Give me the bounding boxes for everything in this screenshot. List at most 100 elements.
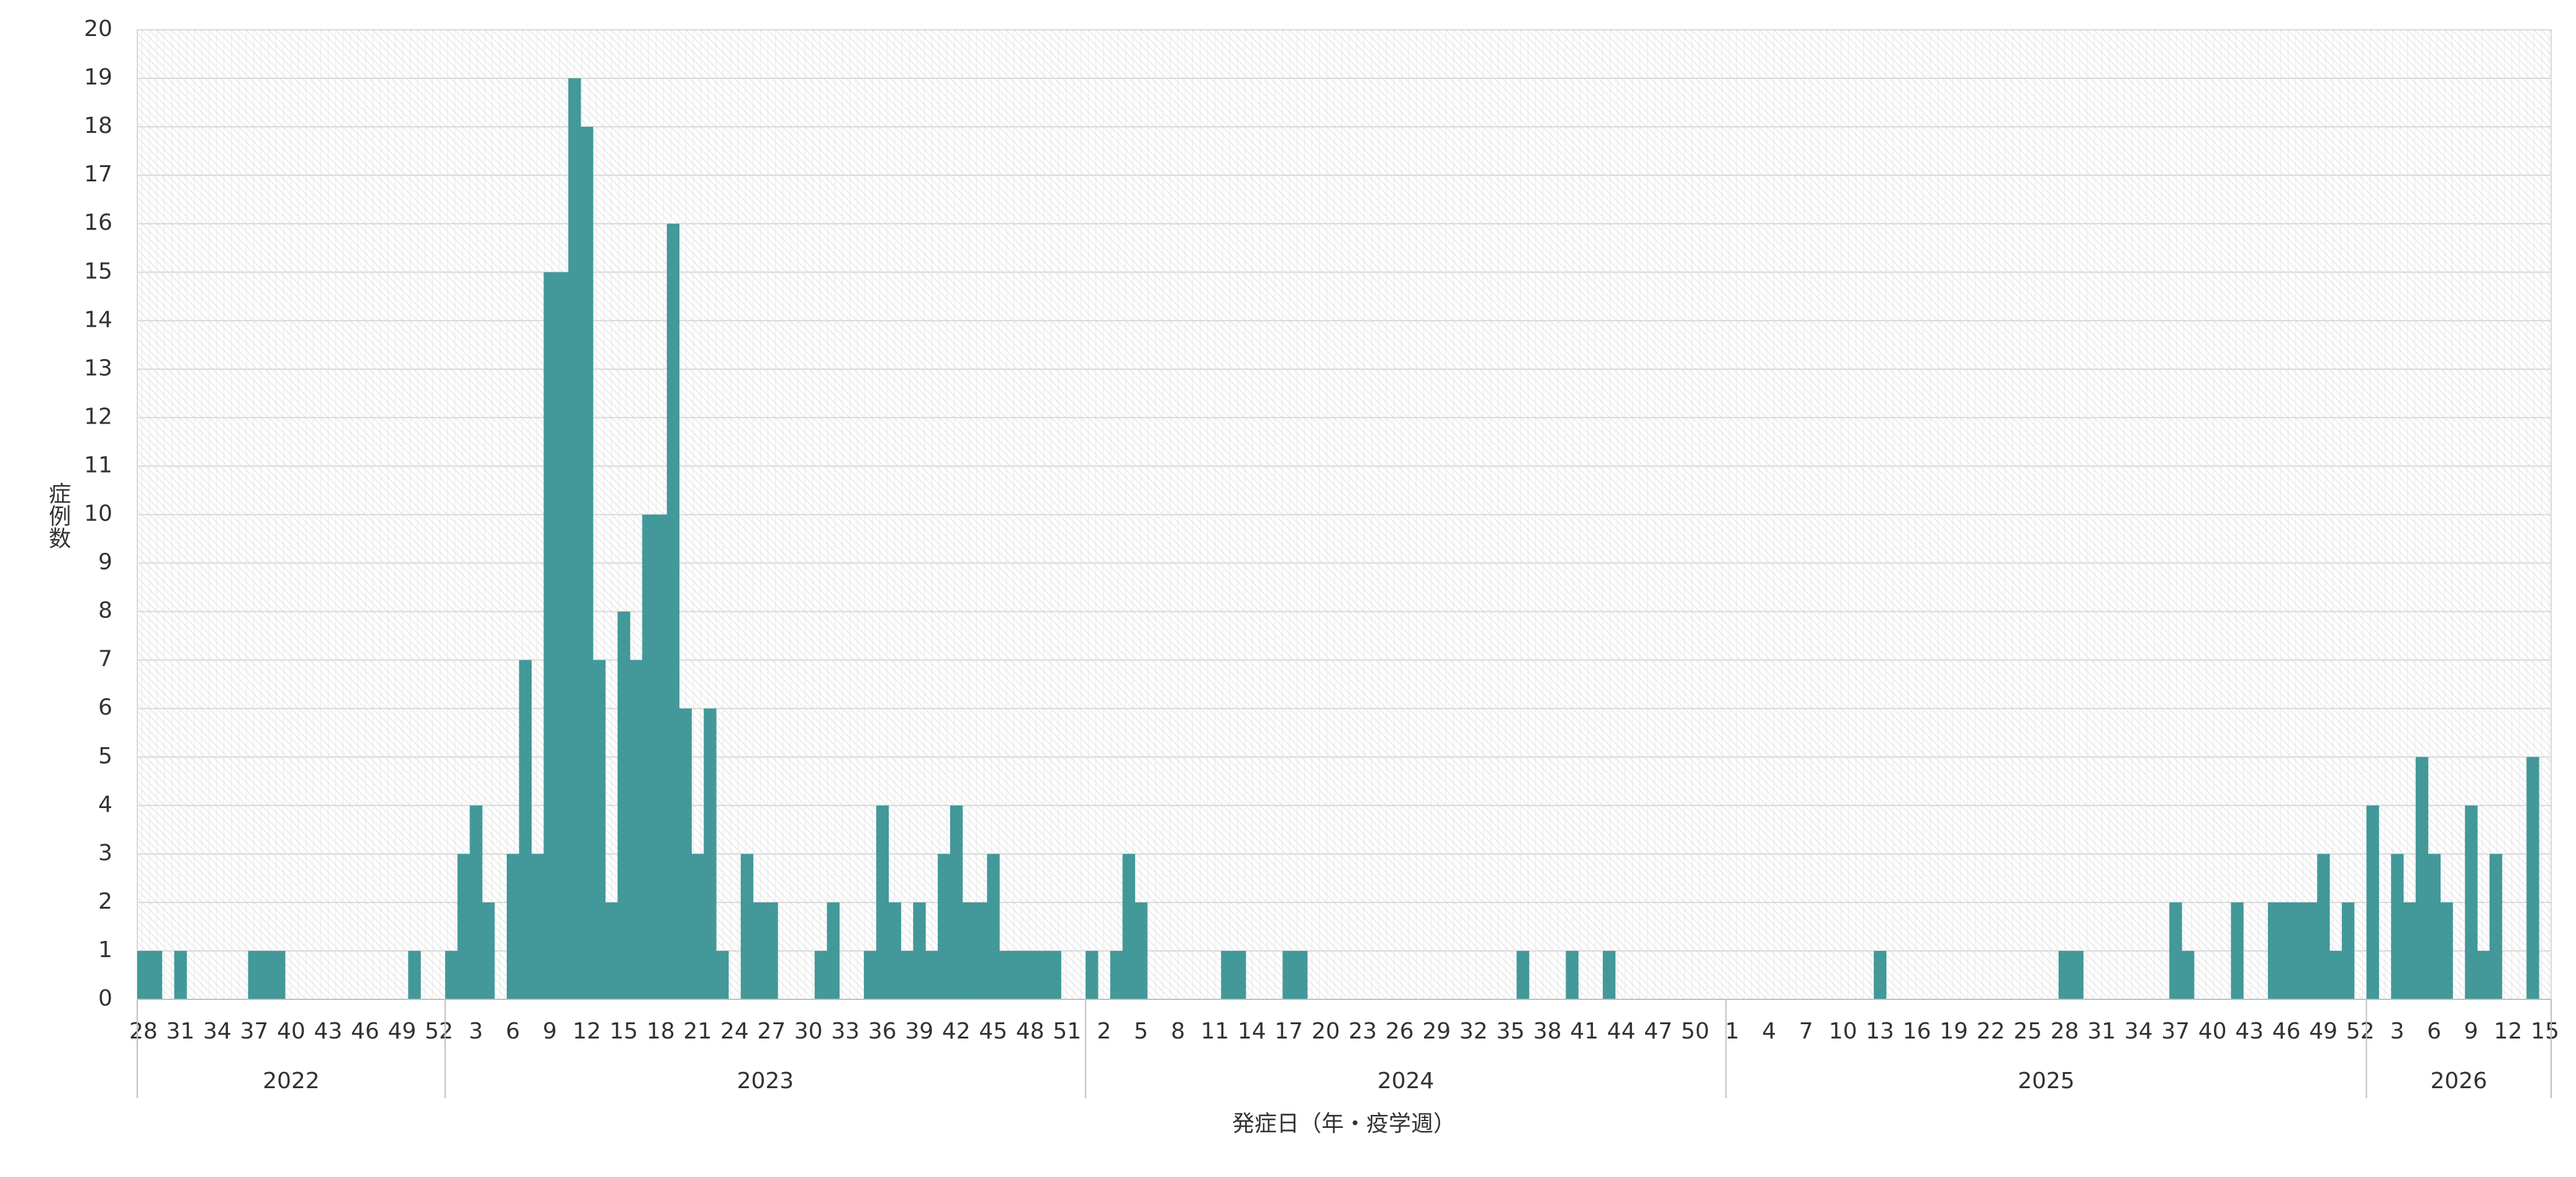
bar [1874, 950, 1887, 999]
bar [408, 950, 421, 999]
bar [876, 805, 889, 999]
bar [543, 272, 556, 999]
x-tick-label: 22 [1977, 1019, 2005, 1044]
y-tick-label: 1 [98, 937, 112, 963]
x-tick-label: 34 [2125, 1019, 2153, 1044]
y-tick-label: 18 [84, 113, 112, 139]
bar [679, 708, 692, 999]
bar [765, 902, 778, 999]
year-label: 2023 [737, 1068, 794, 1094]
bar [999, 950, 1012, 999]
bar [1602, 950, 1616, 999]
bar [2280, 902, 2293, 999]
y-tick-label: 6 [98, 695, 112, 720]
bar [248, 950, 261, 999]
x-tick-label: 12 [573, 1019, 601, 1044]
x-tick-label: 11 [1200, 1019, 1229, 1044]
x-tick-label: 19 [1939, 1019, 1968, 1044]
x-tick-label: 23 [1348, 1019, 1377, 1044]
x-tick-label: 52 [425, 1019, 453, 1044]
x-tick-label: 43 [314, 1019, 342, 1044]
bar [704, 708, 717, 999]
y-tick-label: 14 [84, 307, 112, 332]
bar [556, 272, 569, 999]
x-tick-label: 29 [1422, 1019, 1451, 1044]
bar [827, 902, 840, 999]
bar [1086, 950, 1099, 999]
y-tick-label: 13 [84, 355, 112, 381]
x-tick-label: 15 [2531, 1019, 2559, 1044]
y-tick-label: 5 [98, 743, 112, 769]
x-tick-label: 43 [2235, 1019, 2264, 1044]
bar [568, 78, 581, 999]
bar [974, 902, 987, 999]
y-tick-label: 8 [98, 598, 112, 624]
x-axis-title: 発症日（年・疫学週） [1232, 1111, 1456, 1137]
bar [2231, 902, 2244, 999]
bar [1295, 950, 1308, 999]
bar [1110, 950, 1123, 999]
x-tick-label: 18 [646, 1019, 675, 1044]
x-tick-label: 33 [831, 1019, 859, 1044]
x-tick-label: 7 [1799, 1019, 1813, 1044]
x-tick-label: 52 [2346, 1019, 2375, 1044]
y-tick-label: 2 [98, 889, 112, 914]
bar [1282, 950, 1295, 999]
y-tick-label: 19 [84, 65, 112, 90]
x-tick-label: 2 [1097, 1019, 1111, 1044]
bar [273, 950, 286, 999]
x-tick-label: 50 [1681, 1019, 1710, 1044]
x-tick-label: 38 [1533, 1019, 1562, 1044]
bar [1036, 950, 1050, 999]
bar [1233, 950, 1246, 999]
bar [1221, 950, 1234, 999]
x-tick-label: 4 [1762, 1019, 1776, 1044]
x-tick-label: 40 [2198, 1019, 2227, 1044]
bar [987, 853, 1000, 999]
x-tick-label: 26 [1386, 1019, 1414, 1044]
bar [642, 514, 655, 999]
bar [1012, 950, 1025, 999]
bar [654, 514, 668, 999]
bar [2415, 757, 2429, 999]
x-tick-label: 51 [1053, 1019, 1081, 1044]
y-tick-label: 0 [98, 986, 112, 1011]
x-tick-label: 46 [2272, 1019, 2301, 1044]
bar [925, 950, 938, 999]
bar [2292, 902, 2305, 999]
x-tick-label: 36 [868, 1019, 897, 1044]
bar [740, 853, 754, 999]
bar [617, 611, 630, 999]
bar [2391, 853, 2404, 999]
x-tick-label: 13 [1866, 1019, 1894, 1044]
bar [2465, 805, 2478, 999]
y-tick-label: 7 [98, 647, 112, 672]
bar [888, 902, 902, 999]
x-tick-label: 44 [1607, 1019, 1636, 1044]
y-tick-label: 15 [84, 258, 112, 284]
bar [605, 902, 618, 999]
x-tick-label: 17 [1274, 1019, 1303, 1044]
bar [174, 950, 187, 999]
bar [1135, 902, 1148, 999]
y-tick-label: 3 [98, 840, 112, 866]
x-tick-label: 35 [1496, 1019, 1525, 1044]
x-tick-label: 46 [351, 1019, 379, 1044]
x-tick-label: 8 [1171, 1019, 1185, 1044]
bar [2428, 853, 2441, 999]
x-tick-label: 37 [2161, 1019, 2190, 1044]
bar [137, 950, 150, 999]
x-tick-label: 47 [1644, 1019, 1672, 1044]
y-tick-label: 20 [84, 16, 112, 42]
y-tick-label: 16 [84, 210, 112, 235]
bar [149, 950, 163, 999]
x-tick-label: 10 [1829, 1019, 1857, 1044]
y-tick-label: 12 [84, 404, 112, 429]
x-tick-label: 9 [543, 1019, 557, 1044]
bar [2070, 950, 2084, 999]
x-tick-label: 49 [388, 1019, 416, 1044]
bar [1023, 950, 1037, 999]
year-label: 2024 [1377, 1068, 1435, 1094]
x-tick-label: 25 [2013, 1019, 2042, 1044]
y-tick-label: 4 [98, 792, 112, 817]
